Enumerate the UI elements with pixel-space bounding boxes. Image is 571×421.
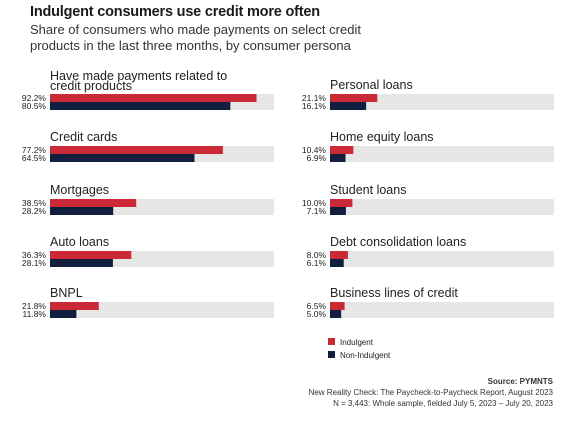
cat-5-track-0 — [330, 94, 554, 102]
cat-8-label: Debt consolidation loans — [330, 235, 466, 249]
legend-label-1: Non-Indulgent — [340, 351, 391, 360]
cat-6-track-0 — [330, 146, 554, 154]
cat-5-bar-non-indulgent — [330, 102, 367, 110]
cat-7-bar-non-indulgent — [330, 207, 346, 215]
cat-7-track-0 — [330, 199, 554, 207]
sample-note: N = 3,443: Whole sample, fielded July 5,… — [333, 399, 553, 408]
chart-title: Indulgent consumers use credit more ofte… — [30, 4, 320, 20]
report-note: New Reality Check: The Paycheck-to-Paych… — [308, 388, 553, 397]
cat-5-bar-indulgent — [330, 94, 378, 102]
cat-0-bar-indulgent — [50, 94, 257, 102]
cat-7-value-non-indulgent: 7.1% — [307, 206, 327, 216]
legend-label-0: Indulgent — [340, 338, 374, 347]
cat-8-bar-indulgent — [330, 251, 348, 259]
cat-3-value-indulgent: 36.3% — [22, 250, 47, 260]
cat-8-value-indulgent: 8.0% — [307, 250, 327, 260]
cat-6-value-non-indulgent: 6.9% — [307, 153, 327, 163]
cat-0-bar-non-indulgent — [50, 102, 231, 110]
cat-5-label: Personal loans — [330, 78, 413, 92]
cat-6-label: Home equity loans — [330, 130, 434, 144]
cat-7-value-indulgent: 10.0% — [302, 198, 327, 208]
source-note: Source: PYMNTS — [487, 377, 553, 386]
cat-4-track-1 — [50, 310, 274, 318]
cat-6-value-indulgent: 10.4% — [302, 145, 327, 155]
cat-3-track-0 — [50, 251, 274, 259]
cat-5-value-indulgent: 21.1% — [302, 93, 327, 103]
cat-4-bar-indulgent — [50, 302, 99, 310]
cat-9-bar-indulgent — [330, 302, 345, 310]
cat-2-track-0 — [50, 199, 274, 207]
cat-6-bar-non-indulgent — [330, 154, 346, 162]
cat-1-bar-non-indulgent — [50, 154, 195, 162]
cat-4-value-non-indulgent: 11.8% — [23, 309, 47, 319]
cat-1-value-non-indulgent: 64.5% — [22, 153, 47, 163]
cat-7-track-1 — [330, 207, 554, 215]
cat-1-bar-indulgent — [50, 146, 223, 154]
cat-3-label: Auto loans — [50, 235, 109, 249]
cat-8-track-0 — [330, 251, 554, 259]
cat-1-label: Credit cards — [50, 130, 117, 144]
legend-swatch-0 — [328, 338, 335, 345]
cat-6-track-1 — [330, 154, 554, 162]
cat-4-bar-non-indulgent — [50, 310, 77, 318]
cat-2-track-1 — [50, 207, 274, 215]
cat-4-label: BNPL — [50, 286, 83, 300]
cat-0-label: Have made payments related to credit prod… — [50, 69, 227, 93]
cat-3-track-1 — [50, 259, 274, 267]
cat-2-label: Mortgages — [50, 183, 109, 197]
cat-8-bar-non-indulgent — [330, 259, 344, 267]
cat-4-value-indulgent: 21.8% — [22, 301, 47, 311]
cat-8-track-1 — [330, 259, 554, 267]
cat-4-track-0 — [50, 302, 274, 310]
cat-9-value-indulgent: 6.5% — [307, 301, 327, 311]
cat-9-track-1 — [330, 310, 554, 318]
cat-3-bar-non-indulgent — [50, 259, 113, 267]
cat-2-value-non-indulgent: 28.2% — [22, 206, 47, 216]
cat-2-bar-non-indulgent — [50, 207, 114, 215]
cat-9-track-0 — [330, 302, 554, 310]
cat-3-value-non-indulgent: 28.1% — [22, 258, 47, 268]
cat-0-value-indulgent: 92.2% — [22, 93, 47, 103]
legend-swatch-1 — [328, 351, 335, 358]
cat-3-bar-indulgent — [50, 251, 132, 259]
cat-7-label: Student loans — [330, 183, 406, 197]
cat-7-bar-indulgent — [330, 199, 353, 207]
cat-2-value-indulgent: 38.5% — [22, 198, 47, 208]
cat-2-bar-indulgent — [50, 199, 137, 207]
cat-9-bar-non-indulgent — [330, 310, 342, 318]
cat-9-label: Business lines of credit — [330, 286, 458, 300]
cat-1-value-indulgent: 77.2% — [22, 145, 47, 155]
cat-9-value-non-indulgent: 5.0% — [307, 309, 327, 319]
chart-subtitle: Share of consumers who made payments on … — [30, 22, 361, 53]
cat-5-value-non-indulgent: 16.1% — [302, 101, 327, 111]
cat-0-value-non-indulgent: 80.5% — [22, 101, 47, 111]
cat-6-bar-indulgent — [330, 146, 354, 154]
cat-5-track-1 — [330, 102, 554, 110]
cat-8-value-non-indulgent: 6.1% — [307, 258, 327, 268]
